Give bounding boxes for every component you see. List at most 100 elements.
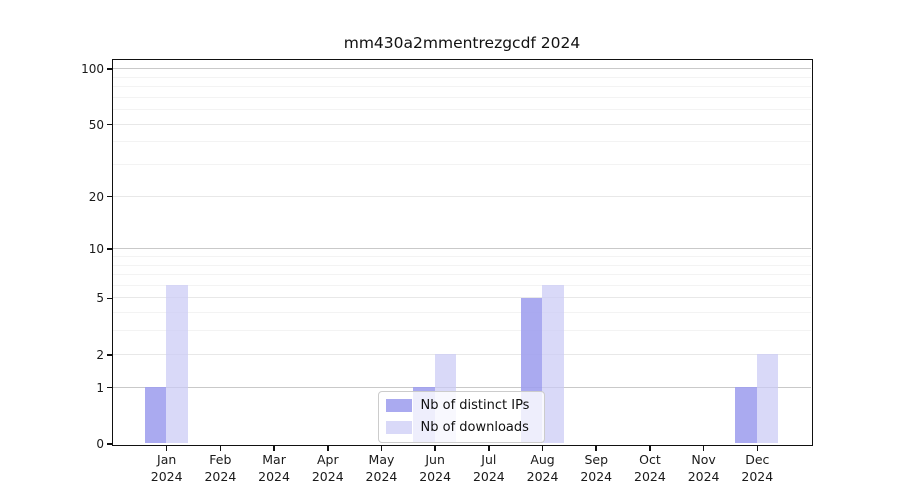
x-tick-month: Apr <box>316 452 339 467</box>
y-tick-label-100: 100 <box>81 62 104 77</box>
y-tick-0 <box>106 443 112 445</box>
bar-downloads-dec <box>756 354 779 444</box>
y-tick-10 <box>106 248 112 250</box>
gridline-y-6 <box>112 284 811 286</box>
gridline-y-60 <box>112 109 811 111</box>
x-tick-month: Mar <box>262 452 286 467</box>
gridline-y-100 <box>112 68 811 70</box>
x-tick-month: Jul <box>481 452 497 467</box>
gridline-y-40 <box>112 141 811 143</box>
x-tick-month: May <box>368 452 395 467</box>
gridline-y-50 <box>112 123 811 125</box>
x-tick-year: 2024 <box>365 469 398 484</box>
bar-downloads-jan <box>166 285 188 444</box>
gridline-y-2 <box>112 353 811 355</box>
gridline-y-3 <box>112 330 811 332</box>
gridline-y-90 <box>112 76 811 78</box>
x-tick-month: Oct <box>639 452 661 467</box>
x-tick-year: 2024 <box>150 469 183 484</box>
x-tick-month: Jun <box>425 452 445 467</box>
gridline-y-30 <box>112 164 811 166</box>
gridline-y-9 <box>112 255 811 257</box>
x-tick-jul <box>488 445 490 451</box>
x-tick-aug <box>541 445 544 451</box>
x-tick-year: 2024 <box>687 469 720 484</box>
gridline-y-8 <box>112 264 811 266</box>
y-tick-label-1: 1 <box>96 380 104 395</box>
x-tick-month: Jan <box>157 452 177 467</box>
x-tick-month: Aug <box>530 452 555 467</box>
x-tick-label-sep: Sep 2024 <box>561 451 631 485</box>
gridline-y-70 <box>112 96 811 98</box>
y-tick-50 <box>106 123 112 126</box>
x-tick-year: 2024 <box>311 469 344 484</box>
y-tick-label-2: 2 <box>96 347 104 362</box>
y-tick-label-0: 0 <box>96 437 104 451</box>
legend-swatch-icon <box>385 399 412 412</box>
x-tick-label-dec: Dec 2024 <box>722 451 792 485</box>
chart-title: mm430a2mmentrezgcdf 2024 <box>343 34 581 52</box>
legend-row: Nb of downloads <box>385 419 536 437</box>
y-tick-label-50: 50 <box>88 117 104 132</box>
gridline-y-20 <box>112 195 811 197</box>
grid-layer <box>112 60 811 444</box>
gridline-y-80 <box>112 86 811 88</box>
x-tick-year: 2024 <box>741 469 774 484</box>
x-tick-jan <box>165 445 168 451</box>
y-tick-label-5: 5 <box>96 291 104 306</box>
y-tick-1 <box>106 386 112 389</box>
x-tick-year: 2024 <box>634 469 666 484</box>
x-tick-oct <box>649 445 651 451</box>
x-tick-apr <box>327 445 329 451</box>
bar-distinct-ips-dec <box>735 387 757 444</box>
x-tick-month: Feb <box>209 452 232 467</box>
legend-label: Nb of distinct IPs <box>420 398 530 413</box>
y-tick-5 <box>106 297 112 300</box>
x-tick-label-jun: Jun 2024 <box>400 451 470 485</box>
gridline-y-10 <box>112 248 811 250</box>
legend: Nb of distinct IPs Nb of downloads <box>377 390 545 443</box>
x-tick-month: Nov <box>691 452 716 467</box>
x-tick-feb <box>219 445 222 451</box>
y-tick-20 <box>106 195 112 198</box>
gridline-y-5 <box>112 297 811 299</box>
y-tick-100 <box>106 68 112 70</box>
x-tick-month: Dec <box>745 452 770 467</box>
x-tick-label-jul: Jul 2024 <box>454 451 524 485</box>
x-tick-label-may: May 2024 <box>346 451 416 485</box>
legend-swatch-icon <box>385 421 412 434</box>
bar-downloads-aug <box>542 285 564 444</box>
x-tick-dec <box>756 445 759 451</box>
x-tick-label-feb: Feb 2024 <box>185 451 255 485</box>
x-tick-jun <box>434 445 436 451</box>
legend-row: Nb of distinct IPs <box>385 397 536 415</box>
x-tick-nov <box>702 445 705 451</box>
y-tick-label-20: 20 <box>88 189 104 204</box>
gridline-y-4 <box>112 312 811 314</box>
x-tick-year: 2024 <box>258 469 290 484</box>
x-tick-year: 2024 <box>526 469 559 484</box>
x-tick-may <box>380 445 383 451</box>
x-tick-label-apr: Apr 2024 <box>293 451 363 485</box>
x-tick-month: Sep <box>584 452 608 467</box>
x-tick-year: 2024 <box>419 469 452 484</box>
x-tick-label-aug: Aug 2024 <box>508 451 578 485</box>
x-tick-label-mar: Mar 2024 <box>239 451 309 485</box>
y-tick-2 <box>106 354 112 356</box>
y-tick-label-10: 10 <box>88 242 104 257</box>
plot-area: Nb of distinct IPs Nb of downloads <box>111 58 813 446</box>
x-tick-label-oct: Oct 2024 <box>615 451 685 485</box>
x-tick-mar <box>273 445 275 451</box>
legend-label: Nb of downloads <box>420 420 529 435</box>
gridline-y-1 <box>112 386 811 388</box>
bars-layer <box>113 60 811 444</box>
x-tick-year: 2024 <box>472 469 505 484</box>
x-tick-label-nov: Nov 2024 <box>669 451 739 485</box>
x-tick-year: 2024 <box>204 469 237 484</box>
x-tick-label-jan: Jan 2024 <box>132 451 202 485</box>
gridline-y-7 <box>112 274 811 276</box>
bar-distinct-ips-jan <box>144 387 167 444</box>
x-tick-sep <box>595 445 597 451</box>
x-tick-year: 2024 <box>580 469 613 484</box>
